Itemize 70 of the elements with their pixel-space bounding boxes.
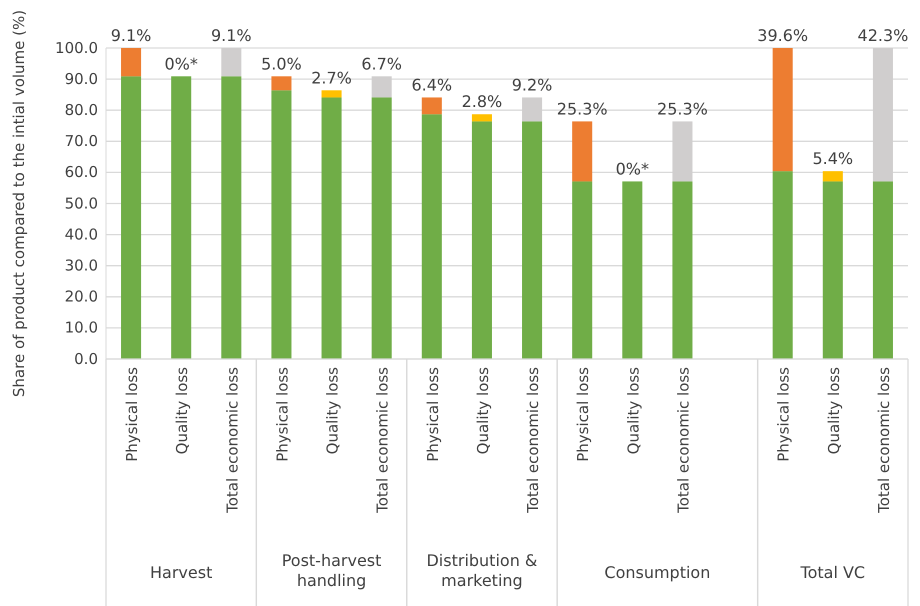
- x-tick-label: Total economic loss: [674, 366, 692, 514]
- annotation: 0%*: [164, 54, 198, 74]
- x-tick-label: Total economic loss: [524, 366, 542, 514]
- y-tick-label: 10.0: [64, 318, 98, 337]
- bar: [572, 181, 592, 359]
- y-tick-label: 100.0: [55, 38, 98, 57]
- annotation: 6.4%: [411, 75, 452, 94]
- annotation: 2.7%: [311, 68, 352, 88]
- y-tick-label: 70.0: [64, 132, 98, 150]
- y-tick-label: 90.0: [64, 70, 98, 88]
- text: Post-harvest handling: [282, 551, 382, 590]
- x-tick-label: Total economic loss: [223, 366, 242, 514]
- bar: [271, 76, 292, 90]
- bar: [422, 97, 442, 114]
- text: 9.1%: [110, 26, 152, 45]
- x-tick-label: Quality loss: [324, 366, 342, 454]
- y-tick-label: 60.0: [64, 163, 98, 182]
- x-tick-label: Physical loss: [273, 366, 292, 462]
- text: Consumption: [604, 563, 710, 582]
- x-tick-label: Quality loss: [824, 366, 843, 454]
- bar: [772, 48, 793, 172]
- bar: [472, 121, 492, 359]
- annotation: 5.0%: [261, 54, 302, 74]
- bar: [622, 181, 642, 359]
- text: Distribution & marketing: [426, 551, 538, 590]
- annotation: 2.8%: [462, 92, 502, 112]
- bar: [822, 171, 843, 182]
- bar: [872, 181, 893, 359]
- annotation: 25.3%: [556, 99, 608, 118]
- bar: [472, 114, 492, 122]
- annotation: 0%*: [616, 159, 650, 178]
- annotation: 9.2%: [512, 75, 552, 94]
- bar: [572, 121, 592, 182]
- annotation: 5.4%: [812, 149, 854, 168]
- x-tick-label: Quality loss: [173, 366, 192, 454]
- y-tick-label: 0.0: [74, 350, 98, 368]
- bar: [372, 97, 392, 359]
- bar: [121, 76, 142, 359]
- text: 39.6%: [757, 26, 808, 45]
- y-tick-label: 40.0: [64, 225, 98, 244]
- bar: [672, 181, 692, 359]
- x-tick-label: Physical loss: [424, 366, 442, 462]
- y-tick-label: 20.0: [64, 288, 98, 306]
- bar: [772, 171, 793, 359]
- bar: [121, 48, 142, 76]
- bar: [221, 76, 242, 359]
- y-tick-label: 80.0: [64, 101, 98, 119]
- text: 9.1%: [210, 26, 252, 45]
- bar: [322, 97, 342, 359]
- x-tick-label: Quality loss: [624, 366, 642, 454]
- text: 42.3%: [858, 26, 908, 45]
- y-tick-label: 50.0: [64, 194, 98, 212]
- bar: [522, 121, 542, 359]
- x-tick-label: Physical loss: [123, 366, 142, 462]
- text: Total VC: [800, 563, 866, 582]
- x-tick-label: Total economic loss: [874, 366, 893, 514]
- text: Harvest: [150, 563, 212, 582]
- annotation: 6.7%: [361, 54, 402, 74]
- y-axis-title: Share of product compared to the intial volume (%): [10, 10, 28, 398]
- bar: [171, 76, 192, 359]
- x-tick-label: Physical loss: [574, 366, 592, 462]
- bar: [822, 181, 843, 359]
- bar: [322, 90, 342, 98]
- bar: [422, 114, 442, 359]
- y-tick-label: 30.0: [64, 256, 98, 274]
- bar: [271, 90, 292, 359]
- annotation: 25.3%: [657, 99, 708, 118]
- x-tick-label: Quality loss: [474, 366, 492, 454]
- x-tick-label: Physical loss: [774, 366, 793, 462]
- x-tick-label: Total economic loss: [374, 366, 392, 514]
